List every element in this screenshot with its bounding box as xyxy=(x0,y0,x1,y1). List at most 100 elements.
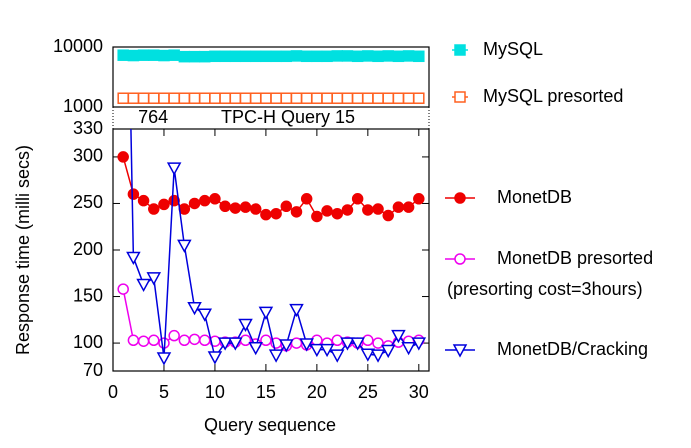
marker xyxy=(158,198,170,211)
marker xyxy=(402,92,415,104)
marker xyxy=(372,337,384,349)
marker xyxy=(258,306,274,320)
marker xyxy=(188,333,201,346)
legend-marker xyxy=(454,91,466,103)
marker xyxy=(329,349,345,363)
marker xyxy=(362,50,374,62)
marker xyxy=(311,50,323,63)
marker xyxy=(168,49,180,61)
marker xyxy=(127,334,140,347)
legend-label: MonetDB presorted xyxy=(497,248,653,268)
plot-area xyxy=(117,49,425,104)
marker xyxy=(158,92,170,104)
marker xyxy=(309,343,325,358)
marker xyxy=(280,92,293,104)
legend-label: MonetDB/Cracking xyxy=(497,339,648,359)
marker xyxy=(158,49,170,62)
marker xyxy=(178,50,191,63)
marker xyxy=(178,334,191,347)
marker xyxy=(280,200,293,213)
legend-marker xyxy=(454,44,466,56)
marker xyxy=(351,50,364,63)
marker xyxy=(209,92,221,104)
legend-label: MonetDB xyxy=(497,187,572,207)
marker xyxy=(197,308,213,322)
marker xyxy=(137,335,150,347)
y-tick-label: 300 xyxy=(73,146,103,166)
marker xyxy=(238,318,253,333)
marker xyxy=(166,162,182,176)
marker xyxy=(260,50,272,63)
y-tick-label: 200 xyxy=(73,239,103,259)
marker xyxy=(311,334,323,347)
marker xyxy=(279,339,294,353)
y-tick-label: 150 xyxy=(73,285,103,305)
marker xyxy=(290,206,303,218)
marker xyxy=(168,329,180,342)
marker xyxy=(321,50,333,63)
marker xyxy=(362,92,374,104)
marker xyxy=(146,272,162,286)
marker xyxy=(341,50,354,62)
legend-label: MySQL presorted xyxy=(483,86,623,106)
marker xyxy=(413,50,425,63)
marker xyxy=(391,329,406,344)
marker xyxy=(137,92,150,104)
marker xyxy=(156,352,172,366)
x-tick-label: 10 xyxy=(205,382,225,402)
marker xyxy=(198,92,211,104)
marker xyxy=(127,92,140,104)
marker xyxy=(362,334,374,347)
marker xyxy=(270,207,282,220)
marker xyxy=(280,50,293,63)
marker xyxy=(239,50,252,63)
marker xyxy=(401,341,416,356)
marker xyxy=(382,50,394,62)
legend-label: MySQL xyxy=(483,39,543,59)
marker xyxy=(392,50,405,63)
marker xyxy=(178,203,191,215)
marker xyxy=(148,334,160,347)
marker xyxy=(148,49,160,61)
marker xyxy=(249,203,262,215)
marker xyxy=(321,92,333,104)
marker xyxy=(249,50,262,63)
marker xyxy=(188,197,201,210)
marker xyxy=(290,50,303,62)
marker xyxy=(289,303,304,318)
marker xyxy=(239,92,252,104)
marker xyxy=(341,204,354,216)
marker xyxy=(340,337,355,351)
marker xyxy=(300,50,313,63)
marker xyxy=(249,92,262,104)
marker xyxy=(311,210,323,223)
chart-title: TPC-H Query 15 xyxy=(221,107,355,127)
marker xyxy=(331,207,344,220)
marker xyxy=(207,351,223,365)
marker xyxy=(392,92,405,104)
marker xyxy=(219,200,231,213)
marker xyxy=(382,92,394,104)
marker xyxy=(270,50,282,63)
x-tick-label: 20 xyxy=(307,382,327,402)
marker xyxy=(413,193,425,205)
marker xyxy=(321,205,333,217)
marker xyxy=(350,337,365,351)
y-tick-label: 100 xyxy=(73,332,103,352)
marker xyxy=(187,301,202,316)
marker xyxy=(117,92,129,104)
marker xyxy=(290,92,303,104)
plot-frame xyxy=(112,46,430,108)
value-label: 764 xyxy=(138,107,168,127)
legend-marker xyxy=(452,344,468,358)
marker xyxy=(217,337,233,351)
y-tick-label: 330 xyxy=(73,118,103,138)
marker xyxy=(331,50,344,62)
marker xyxy=(188,50,201,63)
marker xyxy=(413,92,425,104)
marker xyxy=(148,92,160,104)
marker xyxy=(219,92,231,104)
marker xyxy=(268,349,284,363)
y-axis-label: Response time (milli secs) xyxy=(13,145,33,355)
